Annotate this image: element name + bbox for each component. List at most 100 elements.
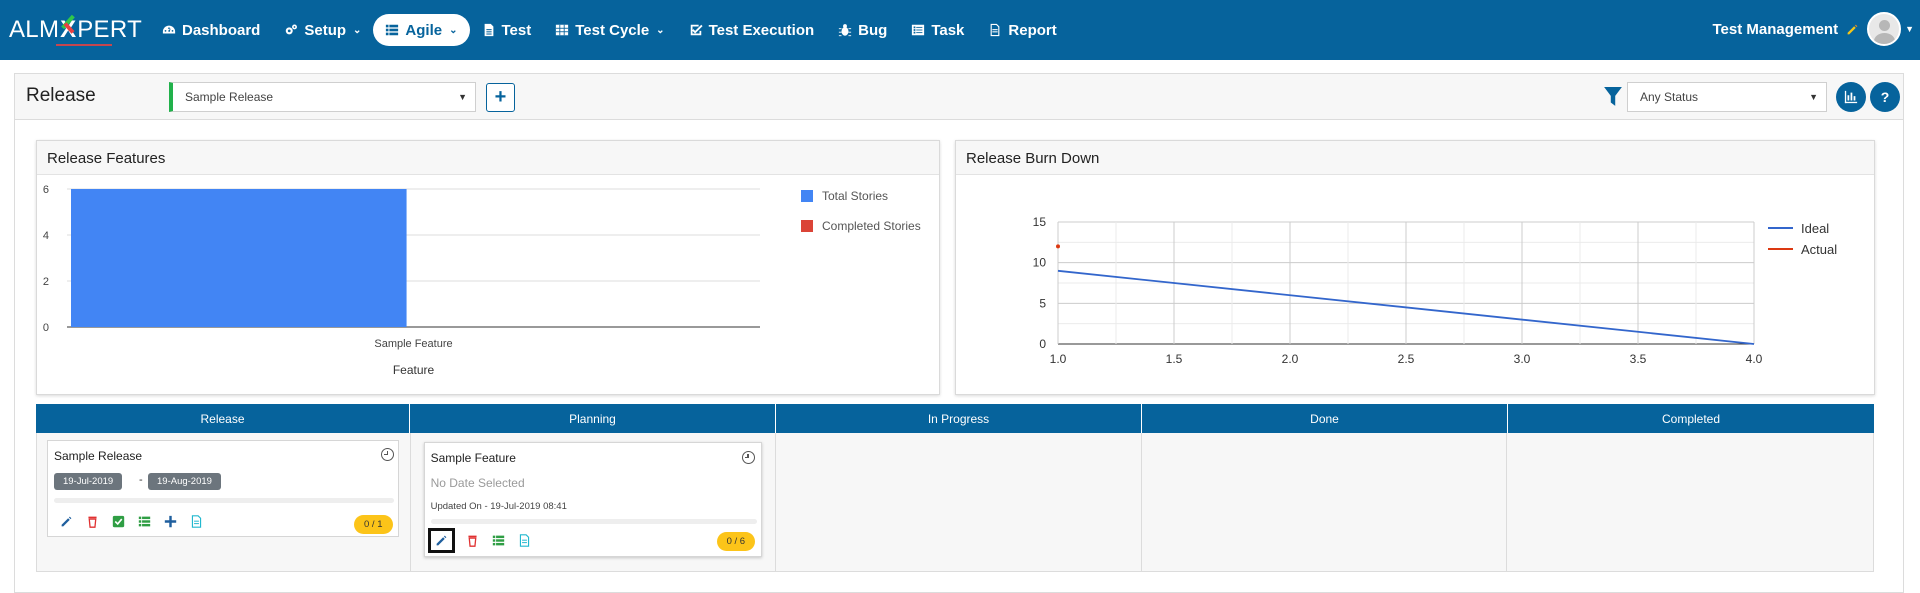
legend-label: Actual	[1801, 242, 1837, 257]
filter-icon[interactable]	[1604, 87, 1622, 107]
nav-task[interactable]: Task	[899, 14, 976, 46]
bug-icon	[839, 24, 852, 37]
column-header-in-progress: In Progress	[776, 404, 1142, 433]
nav-test-label: Test	[501, 21, 532, 39]
column-in-progress	[776, 433, 1142, 571]
pencil-icon	[1847, 24, 1858, 34]
y-tick-label: 6	[43, 184, 49, 196]
feature-progress-bar	[430, 519, 757, 524]
caret-down-icon: ▼	[458, 92, 467, 102]
nav-dashboard[interactable]: Dashboard	[150, 14, 272, 46]
main-nav: Dashboard Setup ⌄ Agile ⌄ Test Test Cycl…	[150, 14, 1069, 46]
x-axis-label: Feature	[393, 363, 435, 377]
x-tick-label: 2.0	[1282, 352, 1299, 366]
nav-bug[interactable]: Bug	[826, 14, 899, 46]
board-header: Release Planning In Progress Done Comple…	[36, 404, 1874, 433]
chevron-down-icon: ⌄	[449, 24, 458, 36]
feature-tile-title: Sample Feature	[430, 451, 516, 465]
logo-x-mark: X	[60, 16, 77, 43]
document-icon	[484, 23, 493, 37]
nav-bug-label: Bug	[858, 21, 888, 39]
check-icon[interactable]	[110, 513, 126, 529]
y-tick-label: 0	[43, 322, 49, 334]
add-feature-icon[interactable]	[162, 513, 178, 529]
plus-icon: +	[494, 86, 507, 108]
nav-test-cycle[interactable]: Test Cycle ⌄	[543, 14, 676, 46]
y-tick-label: 0	[1039, 337, 1046, 351]
status-select-value: Any Status	[1640, 90, 1699, 104]
release-burndown-card: Release Burn Down 0 5 10 15 1.0 1.5 2.0 2.5 3.0 3…	[955, 140, 1875, 395]
logo-underline	[56, 44, 112, 46]
chart-view-button[interactable]	[1836, 82, 1866, 112]
table-icon	[556, 24, 569, 36]
column-header-planning: Planning	[410, 404, 776, 433]
release-features-chart: 0 2 4 6 Sample Feature Feature Total Stories Co…	[43, 184, 921, 377]
chevron-down-icon: ⌄	[656, 24, 665, 36]
x-tick-label: 3.5	[1630, 352, 1647, 366]
legend-label: Total Stories	[822, 189, 888, 203]
release-end-date: 19-Aug-2019	[148, 473, 221, 490]
x-tick-label: 1.5	[1166, 352, 1183, 366]
help-button[interactable]: ?	[1870, 82, 1900, 112]
nav-setup[interactable]: Setup ⌄	[272, 14, 373, 46]
delete-icon[interactable]	[84, 513, 100, 529]
column-done	[1142, 433, 1508, 571]
user-menu[interactable]: Test Management ▼	[1712, 12, 1914, 46]
feature-date-text: No Date Selected	[430, 476, 525, 490]
release-burndown-chart: 0 5 10 15 1.0 1.5 2.0 2.5 3.0 3.5 4.0 Ideal Actual	[1033, 215, 1838, 366]
chevron-down-icon: ⌄	[353, 24, 362, 36]
column-header-done: Done	[1142, 404, 1508, 433]
clock-icon[interactable]	[381, 448, 394, 461]
release-tile[interactable]: Sample Release 19-Jul-2019 - 19-Aug-2019…	[47, 440, 399, 537]
nav-agile-label: Agile	[405, 21, 443, 39]
nav-agile[interactable]: Agile ⌄	[373, 14, 470, 46]
y-tick-label: 2	[43, 276, 49, 288]
top-navbar: ALM X PERT Dashboard Setup ⌄ Agile ⌄ Tes…	[0, 0, 1920, 60]
release-features-card: Release Features 0 2 4 6 Sample Feature Featu…	[36, 140, 940, 395]
document-icon[interactable]	[188, 513, 204, 529]
nav-test-execution-label: Test Execution	[708, 21, 815, 39]
feature-count-badge: 0 / 6	[716, 532, 756, 551]
feature-tile[interactable]: Sample Feature No Date Selected Updated …	[423, 442, 762, 557]
list-icon[interactable]	[491, 533, 507, 549]
release-features-title: Release Features	[37, 141, 939, 175]
delete-icon[interactable]	[465, 533, 481, 549]
gears-icon	[286, 24, 298, 35]
caret-down-icon: ▼	[1809, 92, 1818, 102]
y-tick-label: 10	[1033, 256, 1047, 270]
list-icon[interactable]	[136, 513, 152, 529]
nav-task-label: Task	[931, 21, 965, 39]
almxpert-logo[interactable]: ALM X PERT	[9, 14, 142, 46]
add-release-button[interactable]: +	[486, 83, 515, 112]
nav-setup-label: Setup	[304, 21, 347, 39]
release-panel-header: Release Sample Release ▼ + Any Status ▼ …	[15, 74, 1903, 120]
edit-icon[interactable]	[427, 528, 455, 553]
legend-label: Ideal	[1801, 221, 1829, 236]
bar-total-stories	[71, 189, 407, 327]
y-tick-label: 5	[1039, 296, 1046, 310]
release-burndown-title: Release Burn Down	[956, 141, 1874, 175]
status-select[interactable]: Any Status ▼	[1627, 82, 1827, 112]
release-tile-title: Sample Release	[54, 449, 143, 463]
avatar[interactable]	[1867, 12, 1902, 46]
dashboard-icon	[162, 25, 176, 34]
nav-report[interactable]: Report	[976, 14, 1068, 46]
clock-icon[interactable]	[741, 451, 755, 464]
column-planning: Sample Feature No Date Selected Updated …	[411, 433, 777, 571]
nav-test-execution[interactable]: Test Execution	[677, 14, 827, 46]
release-select[interactable]: Sample Release ▼	[169, 82, 476, 112]
release-tile-actions	[58, 513, 204, 529]
x-tick-label: 2.5	[1398, 352, 1415, 366]
edit-icon[interactable]	[58, 513, 74, 529]
legend-swatch	[801, 220, 813, 232]
actual-point	[1056, 244, 1060, 249]
ideal-line	[1057, 269, 1755, 345]
x-tick-label: Sample Feature	[374, 338, 452, 350]
release-select-value: Sample Release	[185, 90, 274, 104]
page-title: Release	[26, 85, 96, 106]
legend-swatch	[801, 190, 813, 202]
x-tick-label: 1.0	[1050, 352, 1067, 366]
nav-test[interactable]: Test	[470, 14, 544, 46]
document-icon[interactable]	[517, 533, 533, 549]
nav-test-cycle-label: Test Cycle	[575, 21, 650, 39]
